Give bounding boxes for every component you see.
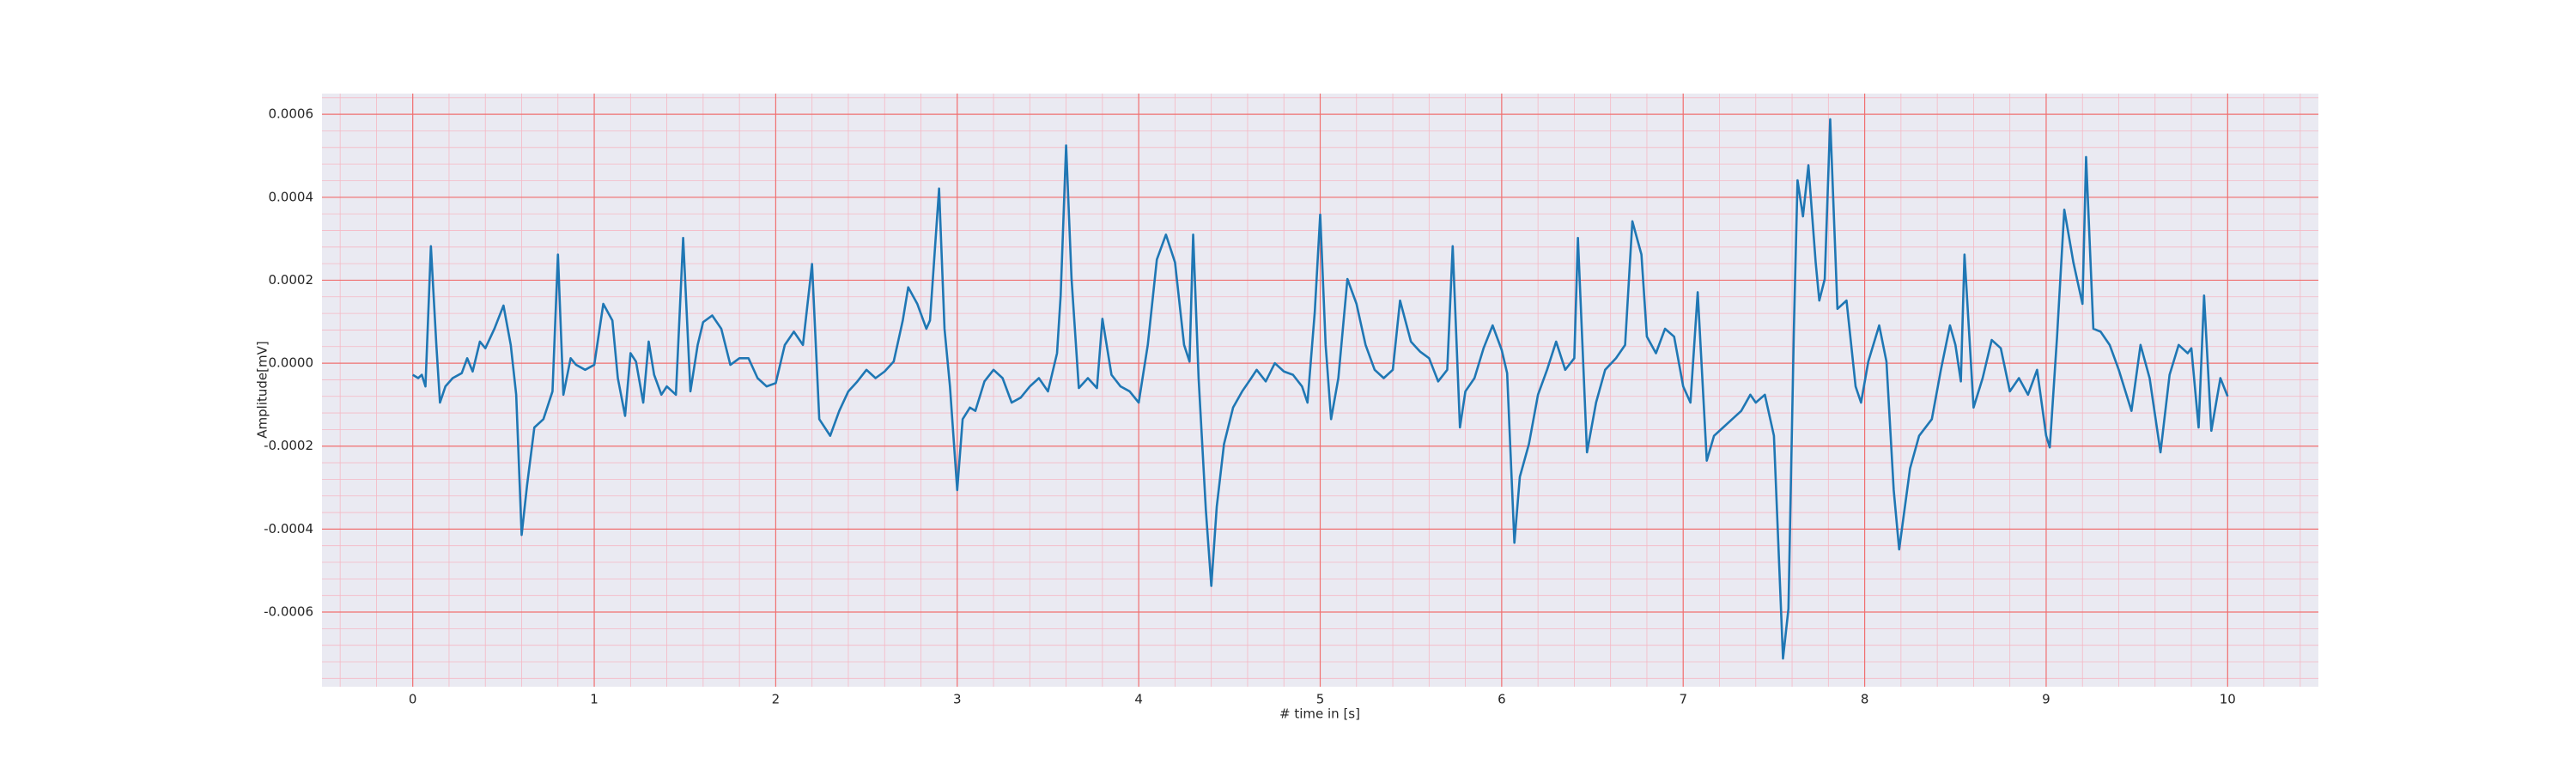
x-tick-label: 2 bbox=[772, 692, 781, 707]
y-axis-label: Amplitude[mV] bbox=[255, 341, 270, 438]
x-tick-label: 8 bbox=[1861, 692, 1869, 707]
x-tick-label: 6 bbox=[1498, 692, 1506, 707]
plot bbox=[412, 118, 2229, 660]
y-tick-label: -0.0004 bbox=[264, 521, 313, 537]
signal-line bbox=[412, 118, 2229, 660]
x-axis-label: # time in [s] bbox=[1279, 706, 1360, 722]
x-tick-label: 0 bbox=[409, 692, 417, 707]
x-tick-label: 3 bbox=[953, 692, 962, 707]
y-tick-label: 0.0000 bbox=[269, 355, 314, 371]
x-tick-label: 9 bbox=[2042, 692, 2050, 707]
y-tick-label: -0.0006 bbox=[264, 604, 313, 620]
y-tick-label: 0.0004 bbox=[269, 189, 314, 204]
x-tick-label: 1 bbox=[590, 692, 598, 707]
x-tick-label: 10 bbox=[2220, 692, 2236, 707]
x-tick-label: 4 bbox=[1134, 692, 1143, 707]
x-tick-label: 7 bbox=[1679, 692, 1687, 707]
y-tick-label: 0.0006 bbox=[269, 106, 314, 122]
x-tick-label: 5 bbox=[1316, 692, 1325, 707]
y-tick-label: -0.0002 bbox=[264, 438, 313, 453]
y-tick-label: 0.0002 bbox=[269, 272, 314, 288]
grid bbox=[322, 94, 2318, 687]
